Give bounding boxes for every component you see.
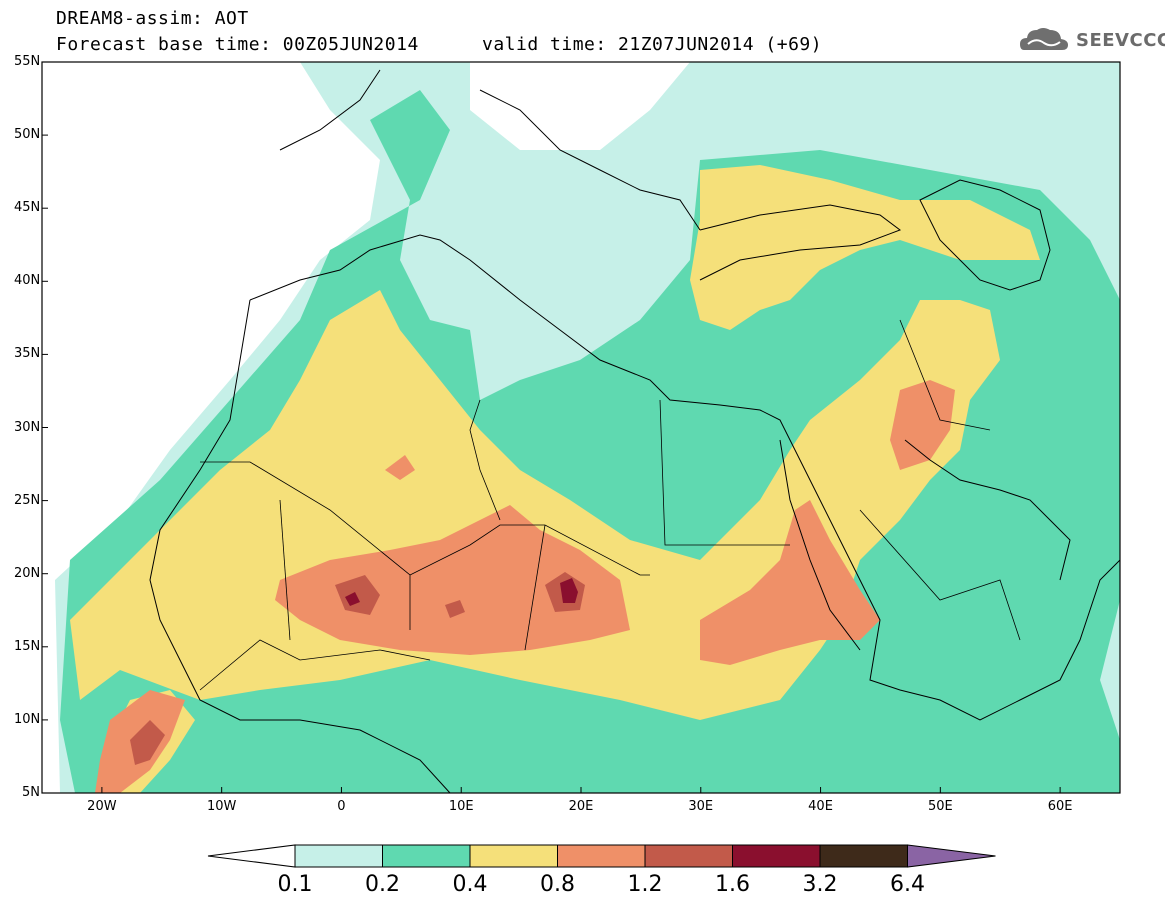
axis-ticks [42, 61, 1061, 794]
colorbar [207, 844, 996, 868]
colorbar-label: 0.1 [277, 872, 313, 897]
colorbar-label: 0.2 [365, 872, 400, 897]
lon-label: 10E [448, 799, 474, 814]
lat-label: 35N [14, 346, 41, 362]
title-valid-time: valid time: 21Z07JUN2014 (+69) [482, 34, 823, 55]
aot-field [42, 62, 1120, 793]
colorbar-swatch [294, 844, 383, 868]
lon-label: 50E [927, 799, 953, 814]
cloud-icon [1020, 28, 1068, 50]
colorbar-swatch [469, 844, 558, 868]
colorbar-label: 1.6 [715, 872, 750, 897]
lat-label: 5N [22, 785, 40, 800]
colorbar-swatch [819, 844, 908, 868]
colorbar-swatch [644, 844, 733, 868]
lon-label: 40E [808, 799, 833, 814]
lat-label: 45N [14, 200, 41, 216]
country-borders [199, 319, 1021, 691]
lat-label: 30N [14, 419, 41, 435]
title-base-time: Forecast base time: 00Z05JUN2014 [56, 34, 419, 55]
colorbar-swatch [557, 844, 646, 868]
lat-label: 20N [14, 565, 41, 581]
lon-label: 60E [1047, 799, 1073, 814]
title-model: DREAM8-assim: AOT [56, 8, 249, 29]
lon-label: 10W [206, 799, 237, 814]
colorbar-label: 6.4 [890, 872, 925, 897]
lon-label: 20W [87, 799, 117, 814]
logo-text: SEEVCCC [1076, 30, 1165, 51]
lat-label: 10N [14, 711, 41, 727]
lat-label: 40N [14, 273, 41, 289]
colorbar-label: 0.8 [540, 872, 575, 897]
coastlines [149, 69, 1121, 794]
lat-label: 15N [14, 638, 41, 654]
colorbar-label: 1.2 [627, 872, 663, 897]
lat-label: 25N [14, 492, 41, 508]
lat-label: 50N [14, 127, 41, 143]
colorbar-label: 3.2 [802, 872, 838, 897]
lat-label: 55N [14, 54, 41, 69]
lon-label: 30E [688, 799, 714, 814]
lon-label: 0 [337, 799, 346, 814]
colorbar-label: 0.4 [452, 872, 488, 897]
lon-label: 20E [568, 799, 594, 814]
colorbar-under-arrow [207, 844, 296, 868]
colorbar-over-arrow [907, 844, 996, 868]
colorbar-swatch [732, 844, 821, 868]
colorbar-swatch [382, 844, 471, 868]
